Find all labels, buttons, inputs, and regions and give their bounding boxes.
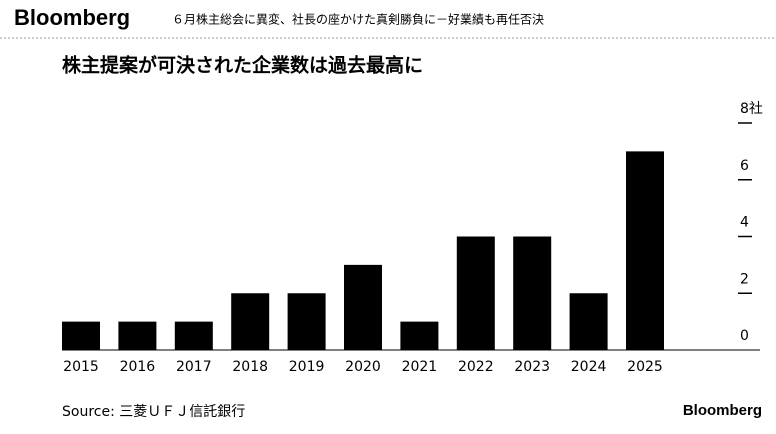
x-tick-label: 2019 [289, 359, 325, 375]
header-logo: Bloomberg [14, 5, 130, 30]
y-tick-label: 4 [740, 215, 749, 231]
x-tick-label: 2017 [176, 359, 212, 375]
bar [569, 293, 608, 350]
x-tick-label: 2025 [627, 359, 663, 375]
y-tick-label: 6 [740, 158, 749, 174]
footer-logo: Bloomberg [683, 402, 762, 419]
y-tick-label: 0 [740, 328, 749, 344]
x-tick-label: 2015 [63, 359, 99, 375]
bar [287, 293, 326, 350]
y-tick-label: 2 [740, 271, 749, 287]
bar [400, 321, 439, 350]
x-tick-label: 2018 [232, 359, 268, 375]
bar [231, 293, 270, 350]
y-tick-label: 8社 [740, 101, 763, 117]
x-tick-label: 2022 [458, 359, 494, 375]
bar [118, 321, 157, 350]
source: Source: 三菱ＵＦＪ信託銀行 [62, 404, 245, 420]
bar [62, 321, 100, 350]
x-tick-label: 2024 [571, 359, 607, 375]
bar [344, 264, 382, 350]
x-tick-label: 2021 [402, 359, 438, 375]
bar [513, 236, 552, 350]
headline: ６月株主総会に異変、社長の座かけた真剣勝負に－好業績も再任否決 [172, 12, 544, 27]
x-tick-label: 2020 [345, 359, 381, 375]
x-tick-label: 2023 [514, 359, 550, 375]
chart-title: 株主提案が可決された企業数は過去最高に [62, 54, 423, 77]
bar [174, 321, 213, 350]
bar [456, 236, 495, 350]
bar [626, 151, 664, 350]
x-tick-label: 2016 [120, 359, 156, 375]
